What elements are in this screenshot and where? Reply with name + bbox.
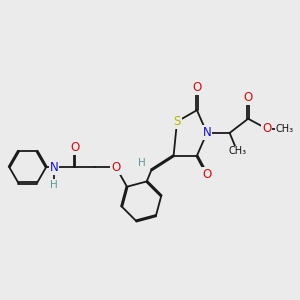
Text: S: S	[173, 115, 181, 128]
Text: H: H	[50, 180, 58, 190]
Text: O: O	[262, 122, 271, 135]
Text: N: N	[202, 126, 211, 140]
Text: N: N	[50, 160, 58, 174]
Text: H: H	[138, 158, 145, 168]
Text: O: O	[244, 91, 253, 104]
Text: O: O	[70, 141, 79, 154]
Text: O: O	[192, 81, 202, 94]
Text: O: O	[202, 168, 212, 181]
Text: CH₃: CH₃	[228, 146, 246, 156]
Text: O: O	[111, 160, 121, 174]
Text: CH₃: CH₃	[275, 124, 294, 134]
